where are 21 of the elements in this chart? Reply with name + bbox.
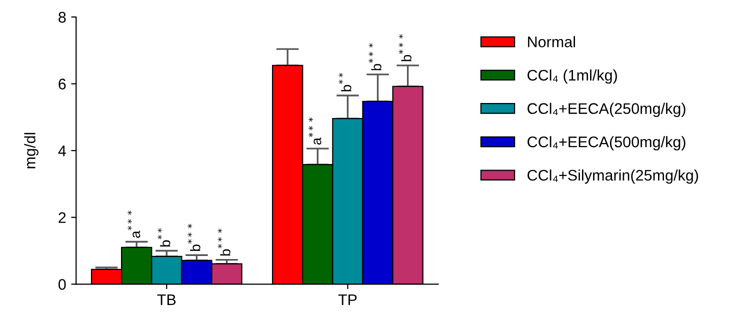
legend-label: CCl₄+EECA(250mg/kg) xyxy=(528,102,686,118)
data-label: a$^{***}$ xyxy=(308,117,322,145)
y-tick-label: 2 xyxy=(58,212,66,223)
data-label: b$^{***}$ xyxy=(188,224,200,251)
legend-label: CCl₄ (1ml/kg) xyxy=(528,69,617,84)
data-label: b$^{**}$ xyxy=(158,228,170,247)
y-tick-label: 8 xyxy=(58,12,66,23)
legend-label: Normal xyxy=(528,36,575,48)
y-tick-label: 4 xyxy=(58,146,66,156)
x-tick-label: TB xyxy=(157,294,176,305)
x-tick-label: TP xyxy=(338,294,357,305)
y-tick-label: 0 xyxy=(58,279,66,290)
y-axis-title: mg/dl xyxy=(24,132,38,168)
data-label: b$^{***}$ xyxy=(368,43,382,70)
data-label: b$^{**}$ xyxy=(338,72,352,92)
data-label: b$^{***}$ xyxy=(218,228,230,256)
data-label: a$^{***}$ xyxy=(128,210,140,238)
y-tick-label: 6 xyxy=(58,78,66,90)
legend-label: CCl₄+EECA(500mg/kg) xyxy=(528,136,686,150)
legend-label: CCl₄+Silymarin(25mg/kg) xyxy=(528,169,698,184)
data-label: b$^{***}$ xyxy=(398,34,412,62)
